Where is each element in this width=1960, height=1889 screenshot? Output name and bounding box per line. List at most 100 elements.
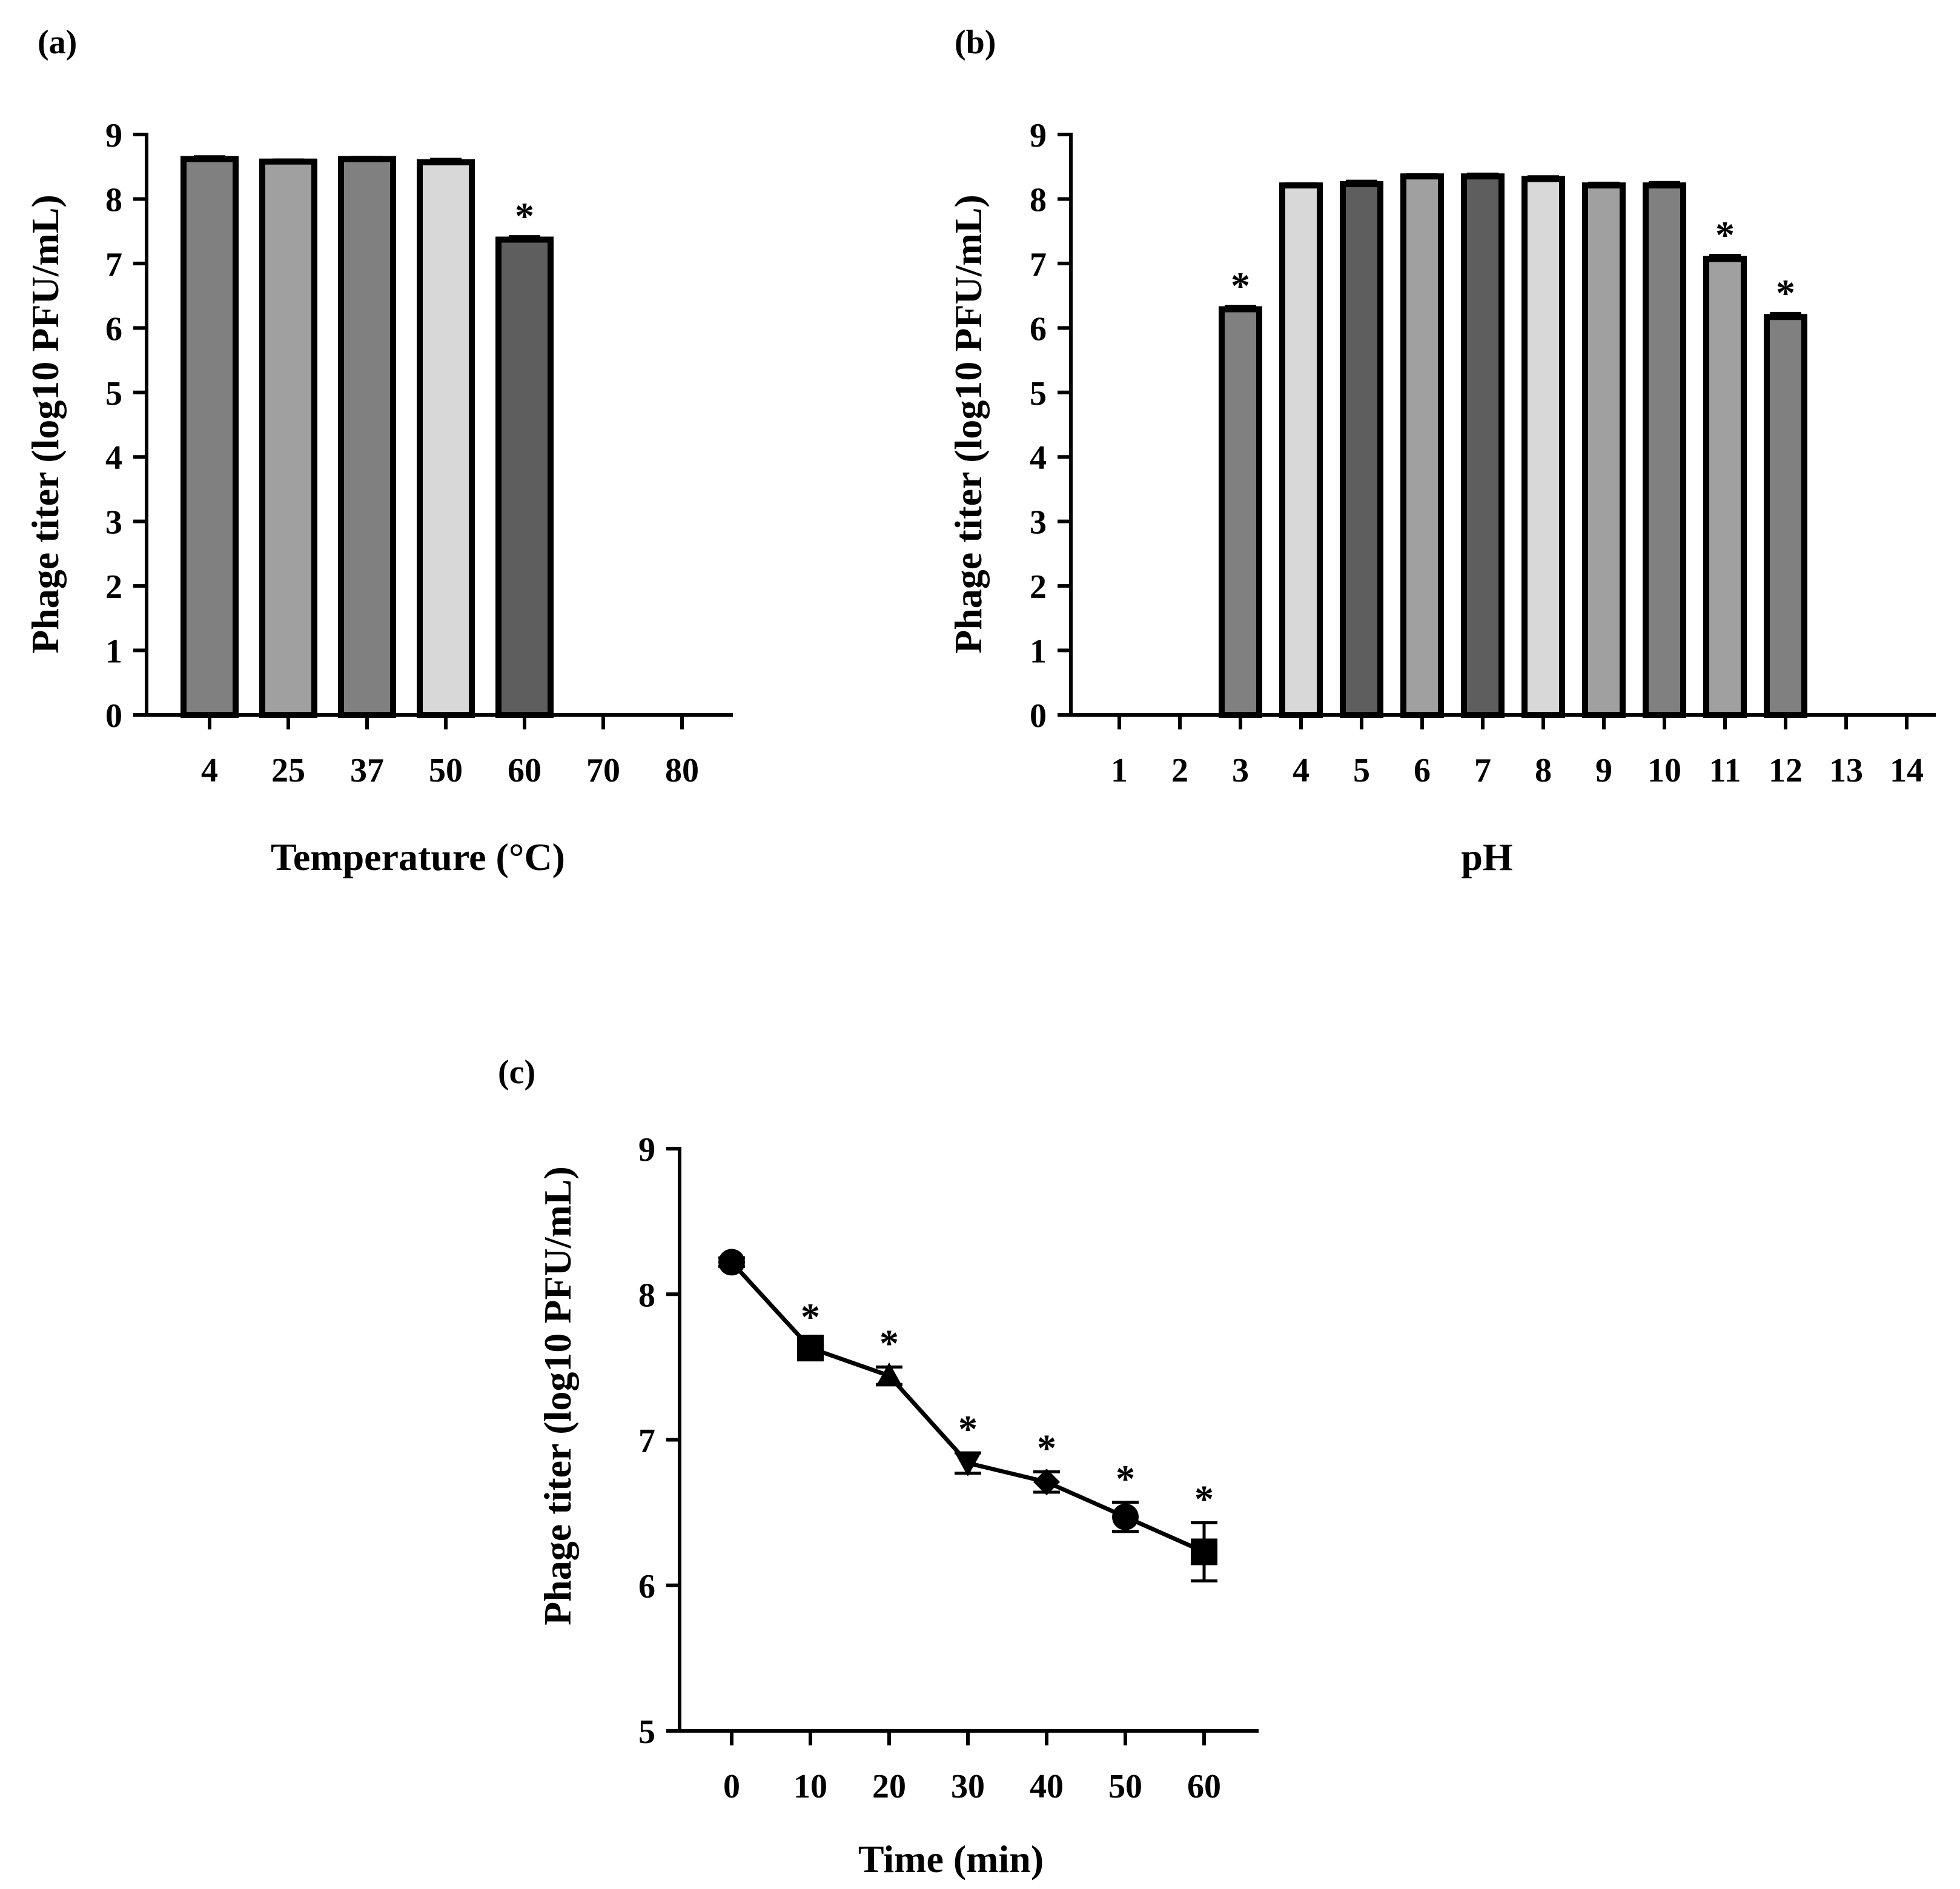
panel-c-label: (c) <box>498 1054 535 1091</box>
panel-c-x-axis-title: Time (min) <box>858 1838 1044 1881</box>
x-tick-label: 8 <box>1535 752 1552 789</box>
y-tick-label: 6 <box>638 1568 655 1605</box>
x-tick-label: 9 <box>1595 752 1612 789</box>
y-tick-label: 2 <box>105 568 122 606</box>
x-tick-label: 50 <box>429 752 463 789</box>
bar <box>1764 314 1807 718</box>
x-tick-label: 25 <box>271 752 305 789</box>
panel-c-y-axis-title: Phage titer (log10 PFU/mL) <box>536 1166 579 1625</box>
y-tick-label: 8 <box>105 181 122 219</box>
panel-a-label: (a) <box>38 24 77 61</box>
x-tick-label: 3 <box>1232 752 1249 789</box>
panel-a-y-axis-title: Phage titer (log10 PFU/mL) <box>24 194 67 654</box>
panel-a-y-tick-labels: 0 1 2 3 4 5 6 7 8 9 <box>105 117 122 735</box>
y-tick-label: 2 <box>1030 568 1047 606</box>
x-tick-label: 30 <box>951 1768 985 1805</box>
panel-b-x-tick-labels: 1 2 3 4 5 6 7 8 9 10 11 12 13 14 <box>1111 752 1924 789</box>
x-tick-label: 0 <box>723 1768 740 1805</box>
panel-a-axes <box>133 133 733 729</box>
x-tick-label: 60 <box>508 752 541 789</box>
panel-c-axes <box>666 1147 1259 1745</box>
y-tick-label: 7 <box>105 246 122 284</box>
bar <box>1461 173 1505 718</box>
panel-a-bars: * <box>180 155 554 718</box>
y-tick-label: 4 <box>1030 439 1047 477</box>
panel-a: (a) Phage titer (log10 PFU/mL) Temperatu… <box>24 24 733 878</box>
significance-marker: * <box>1116 1457 1135 1500</box>
y-tick-label: 0 <box>105 697 122 735</box>
x-tick-label: 10 <box>1647 752 1681 789</box>
x-tick-label: 10 <box>793 1768 827 1805</box>
panel-c: (c) Phage titer (log10 PFU/mL) Time (min… <box>498 1054 1259 1881</box>
y-tick-label: 5 <box>105 375 122 413</box>
significance-marker: * <box>1194 1477 1214 1520</box>
x-tick-label: 11 <box>1709 752 1741 789</box>
panel-c-series: * * * * * * <box>718 1249 1217 1583</box>
x-tick-label: 5 <box>1353 752 1370 789</box>
significance-marker: * <box>1037 1426 1056 1469</box>
y-tick-label: 8 <box>638 1276 655 1314</box>
x-tick-label: 50 <box>1108 1768 1142 1805</box>
bar <box>1521 176 1565 718</box>
x-tick-label: 13 <box>1829 752 1863 789</box>
x-tick-label: 14 <box>1890 752 1924 789</box>
y-tick-label: 9 <box>1030 117 1047 154</box>
bar <box>1643 182 1686 718</box>
x-tick-label: 12 <box>1769 752 1803 789</box>
y-tick-label: 7 <box>1030 246 1047 284</box>
x-tick-label: 80 <box>665 752 699 789</box>
significance-marker: * <box>1776 271 1795 314</box>
panel-b-label: (b) <box>955 24 996 61</box>
y-tick-label: 1 <box>105 633 122 671</box>
x-tick-label: 70 <box>586 752 620 789</box>
panel-c-x-tick-labels: 0 10 20 30 40 50 60 <box>723 1768 1221 1805</box>
panel-a-x-axis-title: Temperature (°C) <box>271 835 565 878</box>
bar <box>495 236 554 718</box>
x-tick-label: 37 <box>350 752 384 789</box>
panel-b-y-axis-title: Phage titer (log10 PFU/mL) <box>947 194 990 654</box>
data-point-circle <box>718 1249 745 1276</box>
panel-c-y-tick-labels: 5 6 7 8 9 <box>638 1131 655 1751</box>
y-tick-label: 3 <box>105 504 122 542</box>
y-tick-label: 6 <box>1030 310 1047 348</box>
x-tick-label: 2 <box>1171 752 1188 789</box>
y-tick-label: 9 <box>638 1131 655 1169</box>
y-tick-label: 1 <box>1030 633 1047 671</box>
significance-marker: * <box>1231 264 1250 307</box>
bar <box>1703 256 1747 718</box>
y-tick-label: 0 <box>1030 697 1047 735</box>
y-tick-label: 4 <box>105 439 122 477</box>
significance-marker: * <box>515 194 534 237</box>
significance-marker: * <box>879 1321 899 1364</box>
significance-marker: * <box>801 1295 820 1338</box>
y-tick-label: 3 <box>1030 504 1047 542</box>
bar <box>1279 182 1323 718</box>
bar <box>180 156 239 718</box>
panel-b-y-tick-labels: 0 1 2 3 4 5 6 7 8 9 <box>1030 117 1047 735</box>
panel-b: (b) Phage titer (log10 PFU/mL) pH 012345… <box>947 24 1936 878</box>
data-point-square <box>1191 1538 1217 1565</box>
y-tick-label: 7 <box>638 1423 655 1460</box>
panel-b-axes <box>1058 133 1936 729</box>
x-tick-label: 60 <box>1187 1768 1221 1805</box>
y-tick-label: 5 <box>1030 375 1047 413</box>
bar <box>1400 173 1444 718</box>
x-tick-label: 4 <box>1293 752 1309 789</box>
x-tick-label: 1 <box>1111 752 1128 789</box>
significance-marker: * <box>958 1407 978 1450</box>
panel-a-x-tick-labels: 4 25 37 50 60 70 80 <box>201 752 699 789</box>
y-tick-label: 5 <box>638 1713 655 1751</box>
data-point-circle <box>1112 1503 1139 1530</box>
data-point-triangle-down <box>955 1452 981 1476</box>
bar <box>417 159 475 718</box>
bar <box>1340 181 1383 718</box>
significance-marker: * <box>1715 213 1735 256</box>
y-tick-label: 6 <box>105 310 122 348</box>
data-point-triangle-up <box>876 1362 902 1387</box>
data-point-diamond <box>1033 1469 1060 1496</box>
y-tick-label: 8 <box>1030 181 1047 219</box>
bar <box>338 156 396 718</box>
x-tick-label: 7 <box>1474 752 1491 789</box>
x-tick-label: 20 <box>872 1768 906 1805</box>
